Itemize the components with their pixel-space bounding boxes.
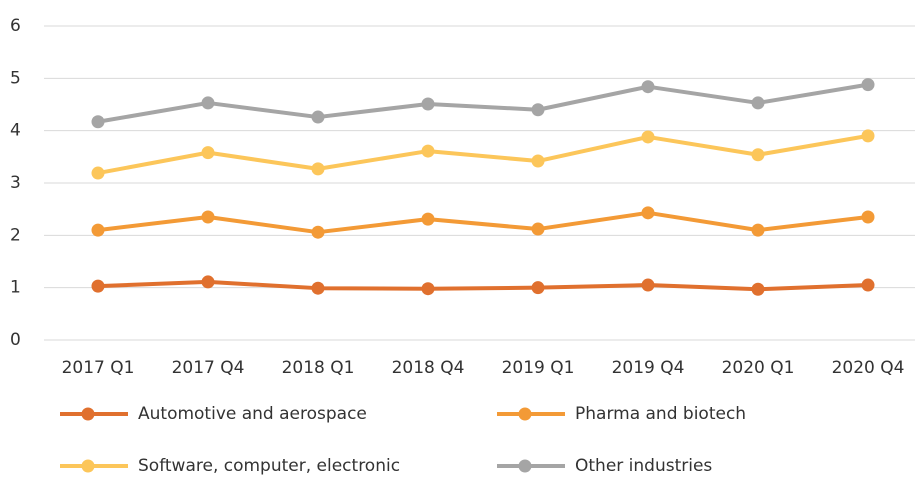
- data-point: [641, 130, 655, 144]
- data-point: [751, 223, 765, 237]
- data-point: [751, 96, 765, 110]
- x-tick-label: 2017 Q1: [62, 358, 135, 378]
- data-point: [421, 144, 435, 158]
- data-point: [201, 146, 215, 160]
- legend-label: Pharma and biotech: [575, 404, 746, 424]
- series-line: [97, 210, 869, 235]
- data-point: [91, 166, 105, 180]
- data-point: [91, 279, 105, 293]
- series-line: [97, 82, 869, 124]
- data-point: [91, 115, 105, 129]
- data-point: [861, 78, 875, 92]
- y-tick-label: 3: [10, 173, 21, 193]
- data-point: [201, 275, 215, 289]
- series-line: [97, 279, 869, 292]
- data-point: [311, 225, 325, 239]
- legend-label: Other industries: [575, 456, 712, 476]
- data-point: [531, 281, 545, 295]
- x-tick-label: 2020 Q1: [722, 358, 795, 378]
- data-point: [531, 222, 545, 236]
- x-tick-label: 2020 Q4: [832, 358, 905, 378]
- data-point: [751, 282, 765, 296]
- data-point: [91, 223, 105, 237]
- data-point: [861, 278, 875, 292]
- x-tick-label: 2018 Q1: [282, 358, 355, 378]
- legend-label: Automotive and aerospace: [138, 404, 367, 424]
- legend-marker: [518, 407, 532, 421]
- data-point: [421, 212, 435, 226]
- data-point: [201, 96, 215, 110]
- legend-marker: [81, 459, 95, 473]
- y-tick-label: 4: [10, 121, 21, 141]
- y-tick-label: 2: [10, 225, 21, 245]
- y-tick-label: 0: [10, 330, 21, 350]
- data-point: [641, 278, 655, 292]
- x-tick-label: 2019 Q1: [502, 358, 575, 378]
- data-point: [421, 282, 435, 296]
- x-tick-label: 2017 Q4: [172, 358, 245, 378]
- data-point: [531, 103, 545, 117]
- data-point: [201, 210, 215, 224]
- x-tick-label: 2019 Q4: [612, 358, 685, 378]
- data-point: [861, 210, 875, 224]
- y-tick-label: 1: [10, 278, 21, 298]
- data-point: [421, 97, 435, 111]
- data-point: [311, 110, 325, 124]
- data-point: [641, 80, 655, 94]
- data-point: [311, 281, 325, 295]
- y-tick-label: 6: [10, 16, 21, 36]
- data-point: [641, 206, 655, 220]
- legend-marker: [81, 407, 95, 421]
- x-tick-label: 2018 Q4: [392, 358, 465, 378]
- legend-marker: [518, 459, 532, 473]
- data-point: [531, 154, 545, 168]
- data-point: [751, 148, 765, 162]
- data-point: [311, 162, 325, 176]
- y-tick-label: 5: [10, 68, 21, 88]
- data-point: [861, 129, 875, 143]
- legend-label: Software, computer, electronic: [138, 456, 400, 476]
- series-line: [97, 133, 869, 176]
